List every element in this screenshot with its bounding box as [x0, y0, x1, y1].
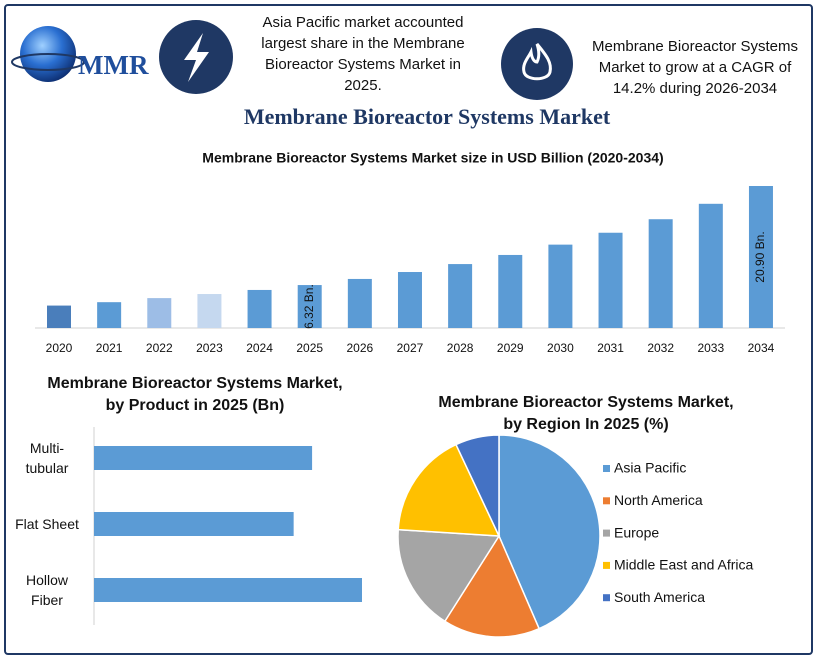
legend-swatch: [603, 594, 610, 602]
bar: [448, 264, 473, 328]
bar: [648, 219, 673, 328]
y-tick-label: Multi- tubular: [25, 440, 69, 476]
bar: [397, 272, 422, 328]
x-tick-label: 2033: [697, 341, 724, 355]
legend-label: South America: [614, 589, 705, 605]
value-label: 6.32 Bn.: [302, 284, 316, 329]
bar: [748, 186, 773, 328]
bar: [97, 302, 122, 328]
x-tick-label: 2034: [748, 341, 775, 355]
bar: [94, 446, 313, 470]
pie-slice: [443, 534, 541, 638]
bar: [698, 203, 723, 328]
pie-slice: [397, 528, 501, 623]
x-tick-label: 2026: [346, 341, 373, 355]
bar: [548, 244, 573, 328]
lightning-icon: [184, 33, 209, 82]
fact-text: Asia Pacific market accounted largest sh…: [261, 14, 465, 94]
bar: [94, 578, 362, 602]
frame: [4, 4, 813, 655]
legend-label: North America: [614, 492, 703, 508]
legend-swatch: [603, 561, 610, 569]
bar: [147, 298, 172, 328]
x-tick-label: 2027: [397, 341, 424, 355]
x-tick-label: 2029: [497, 341, 524, 355]
bar: [47, 305, 71, 328]
flame-icon: [522, 43, 552, 81]
pie-slice: [498, 434, 601, 630]
bar: [247, 289, 272, 328]
x-tick-label: 2025: [296, 341, 323, 355]
chart-title: Membrane Bioreactor Systems Market size …: [202, 150, 663, 166]
bar: [498, 254, 523, 328]
x-tick-label: 2028: [447, 341, 474, 355]
legend-swatch: [603, 465, 610, 472]
bar: [598, 232, 623, 328]
fact-text: Membrane Bioreactor Systems Market to gr…: [592, 38, 798, 97]
bar: [197, 294, 222, 328]
x-tick-label: 2021: [96, 341, 123, 355]
bar: [297, 285, 322, 328]
chart-title: Membrane Bioreactor Systems Market, by R…: [438, 394, 734, 433]
legend-label: Middle East and Africa: [614, 557, 754, 573]
value-label: 20.90 Bn.: [753, 231, 767, 282]
legend-label: Europe: [614, 524, 659, 540]
icon-circle: [501, 28, 573, 100]
logo-text: MMR: [78, 50, 149, 80]
x-tick-label: 2031: [597, 341, 624, 355]
x-tick-label: 2030: [547, 341, 574, 355]
legend-label: Asia Pacific: [614, 460, 686, 476]
legend-swatch: [603, 529, 610, 537]
y-tick-label: Hollow Fiber: [25, 572, 68, 608]
x-tick-label: 2024: [246, 341, 273, 355]
chart-title: Membrane Bioreactor Systems Market, by P…: [47, 375, 343, 414]
x-tick-label: 2032: [647, 341, 674, 355]
bar: [94, 512, 294, 536]
x-tick-label: 2020: [46, 341, 73, 355]
bar: [347, 278, 372, 328]
pie-slice: [454, 434, 500, 537]
legend-swatch: [603, 497, 610, 505]
logo-ring: [11, 53, 85, 71]
x-tick-label: 2023: [196, 341, 223, 355]
y-tick-label: Flat Sheet: [15, 516, 79, 532]
main-title: Membrane Bioreactor Systems Market: [244, 104, 611, 129]
x-tick-label: 2022: [146, 341, 173, 355]
pie-slice: [397, 443, 501, 537]
